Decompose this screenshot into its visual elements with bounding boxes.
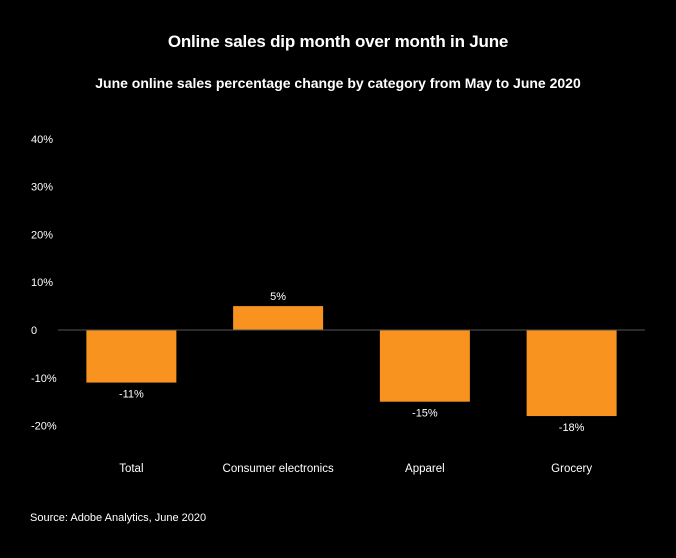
source-note: Source: Adobe Analytics, June 2020	[30, 512, 207, 524]
x-axis: Total Consumer electronics Apparel Grocery	[119, 463, 592, 475]
y-tick-label: 40%	[31, 134, 53, 146]
data-label: -11%	[119, 389, 144, 401]
bars	[86, 306, 617, 417]
bar-chart: 40% 30% 20% 10% 0 -10% -20% -11% 5% -15% -18% Tot…	[31, 134, 645, 475]
data-label: -15%	[412, 408, 438, 420]
data-label: 5%	[270, 291, 286, 303]
bar-total	[86, 330, 177, 383]
chart-subtitle: June online sales percentage change by c…	[95, 75, 581, 91]
y-tick-label: -10%	[31, 373, 57, 385]
y-axis: 40% 30% 20% 10% 0 -10% -20%	[31, 134, 57, 433]
y-tick-label: 20%	[31, 229, 53, 241]
x-tick-label: Grocery	[551, 463, 592, 475]
bar-grocery	[526, 330, 617, 417]
data-label: -18%	[559, 422, 585, 434]
x-tick-label: Total	[119, 463, 143, 475]
x-tick-label: Consumer electronics	[223, 463, 334, 475]
bar-apparel	[379, 330, 470, 402]
x-tick-label: Apparel	[405, 463, 445, 475]
data-labels: -11% 5% -15% -18%	[119, 291, 585, 434]
y-tick-label: 0	[31, 325, 37, 337]
chart-title: Online sales dip month over month in Jun…	[167, 32, 509, 51]
y-tick-label: 10%	[31, 277, 53, 289]
bar-consumer-electronics	[233, 306, 324, 330]
y-tick-label: -20%	[31, 421, 57, 433]
y-tick-label: 30%	[31, 182, 53, 194]
